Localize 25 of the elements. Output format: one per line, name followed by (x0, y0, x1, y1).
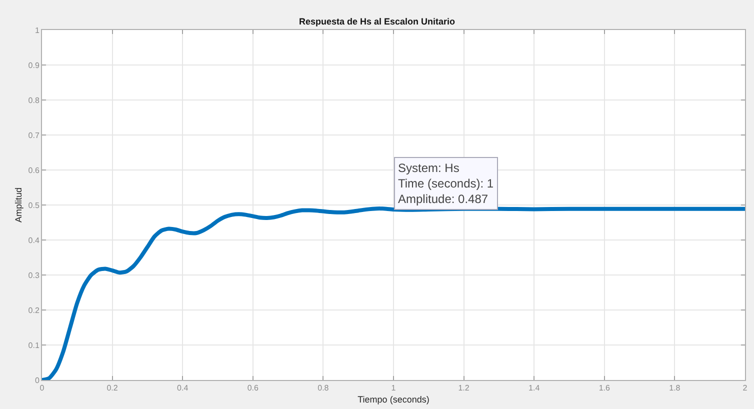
x-tick-label: 0.8 (318, 384, 330, 393)
y-tick-label: 0 (34, 376, 40, 385)
x-tick-label: 1 (391, 384, 396, 393)
y-tick-label: 1 (34, 26, 40, 35)
x-tick-label: 0.4 (177, 384, 189, 393)
y-tick-label: 0.9 (28, 60, 40, 70)
x-axis-title: Tiempo (seconds) (358, 394, 430, 404)
x-tick-label: 1.6 (598, 384, 611, 393)
x-tick-label: 0.2 (106, 384, 118, 393)
y-tick-label: 0.8 (28, 96, 40, 105)
y-tick-label: 0.6 (28, 166, 40, 175)
y-tick-label: 0.2 (28, 306, 40, 315)
y-tick-label: 0.1 (28, 340, 40, 350)
annotation: System: Hs Time (seconds): 1 Amplitude: 0.487 (398, 161, 494, 206)
x-tick-label: 1.4 (528, 384, 540, 393)
y-tick-label: 0.4 (28, 236, 40, 245)
x-tick-label: 2 (742, 384, 748, 393)
x-tick-label: 0.6 (247, 384, 260, 393)
x-tick-label: 1.8 (669, 384, 681, 393)
y-axis-title: Amplitud (14, 187, 24, 223)
y-tick-label: 0.3 (28, 270, 40, 280)
y-tick-label: 0.5 (28, 200, 40, 210)
chart-title: Respuesta de Hs al Escalon Unitario (298, 16, 456, 27)
x-tick-label: 1.2 (458, 384, 470, 393)
y-tick-label: 0.7 (28, 130, 40, 140)
